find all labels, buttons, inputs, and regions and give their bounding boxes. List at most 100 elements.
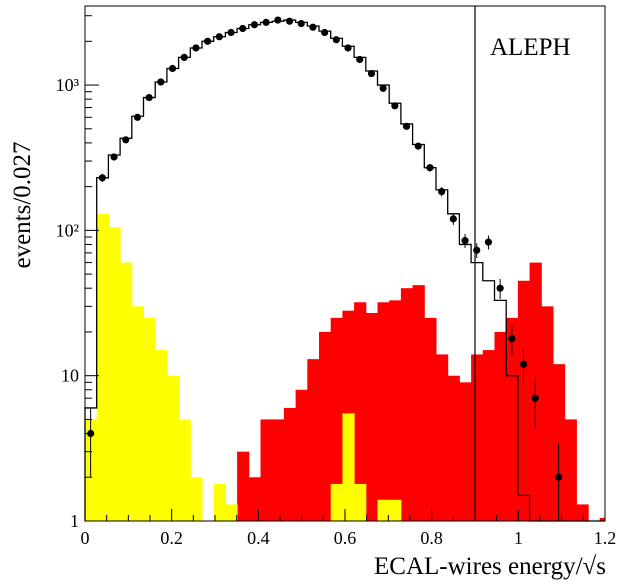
axis-ticks [84,15,606,522]
histogram-bar [225,504,238,521]
histogram-bar [237,451,250,521]
data-point [157,78,165,86]
data-point [192,44,200,52]
data-point [110,153,118,161]
histogram-bar [96,213,109,522]
data-point [508,334,516,343]
data-points-group [87,16,563,521]
y-tick-label: 10³ [56,75,80,95]
histogram-bar [213,483,226,521]
histogram-bar [272,419,285,521]
data-point [239,24,247,33]
data-point [321,28,329,37]
data-point [332,36,340,44]
histogram-bar [576,504,589,521]
simulation-outline [84,19,605,522]
axis-tick-labels: 0 0.2 0.4 0.6 0.8 1 1.2 1 10 10² 10³ [56,75,617,548]
data-point [168,64,177,73]
y-tick-label: 10² [56,220,79,240]
data-point [531,394,539,402]
histogram-bar [143,317,156,521]
histogram-bar [354,483,367,521]
histogram-bar [412,285,425,521]
data-point [367,69,376,78]
data-point [133,113,142,121]
y-tick-label: 1 [70,511,79,531]
data-point [180,53,188,62]
histogram-bar [283,407,297,521]
data-point [461,237,469,245]
histogram-bar [553,364,566,521]
histogram-bar [166,375,180,521]
histogram-bar [108,227,121,521]
data-point [98,174,106,182]
histogram-bar [541,306,554,521]
data-point [402,122,411,130]
histogram-bar [471,354,484,521]
x-tick-label: 0 [81,528,90,548]
data-point [414,142,422,150]
histogram-bar [517,280,531,521]
histogram-bar [155,350,168,521]
histogram-bar [436,354,449,521]
histogram-bar [506,317,519,521]
data-point [262,18,270,26]
data-point [496,284,504,292]
histogram-bar [564,419,577,521]
histogram-bar [178,419,191,521]
histogram-fills [85,213,606,522]
data-point [449,215,457,223]
data-point [484,238,493,246]
histogram-bar [190,477,203,521]
histogram-bar [424,317,437,521]
experiment-label: ALEPH [490,34,571,61]
histogram-bar [330,483,343,521]
data-point [519,360,528,368]
data-point [473,246,481,254]
data-point [122,136,130,144]
data-point [250,21,259,29]
data-point [145,93,153,102]
data-point [274,16,282,24]
data-point [379,84,387,92]
histogram-bar [319,331,332,521]
histogram-bar [260,419,273,521]
data-point [285,17,294,25]
data-point [227,28,235,37]
x-tick-label: 0.2 [160,528,183,548]
data-point [215,33,223,41]
histogram-bar [120,262,133,521]
data-point [356,55,364,64]
histogram-bar [131,306,144,521]
x-tick-label: 0.6 [334,528,357,548]
y-axis-label: events/0.027 [9,141,36,268]
histogram-bar [307,359,320,521]
histogram-bar [389,300,402,521]
x-tick-label: 0.8 [420,528,443,548]
histogram-bar [330,317,343,521]
simulation-outline-group [84,19,605,522]
histogram-bar [400,288,414,521]
y-tick-label: 10 [61,366,79,386]
histogram-bar [342,413,355,521]
data-point [426,164,434,172]
x-tick-label: 1.2 [594,528,617,548]
data-point [204,37,212,45]
histogram-bar [377,499,390,521]
data-point [438,187,446,196]
x-axis-label: ECAL-wires energy/√s [374,553,606,580]
data-point [344,44,352,52]
histogram-bar [459,382,472,521]
histogram-bar [354,302,367,521]
x-tick-label: 0.4 [247,528,270,548]
histogram-bar [599,517,606,521]
data-point [555,473,563,481]
histogram-bar [447,375,460,521]
histogram-bar [482,350,495,521]
histogram-bar [377,302,390,521]
histogram-bar [248,477,261,521]
data-point [391,102,399,110]
data-point [297,19,305,28]
x-tick-label: 1 [514,528,523,548]
